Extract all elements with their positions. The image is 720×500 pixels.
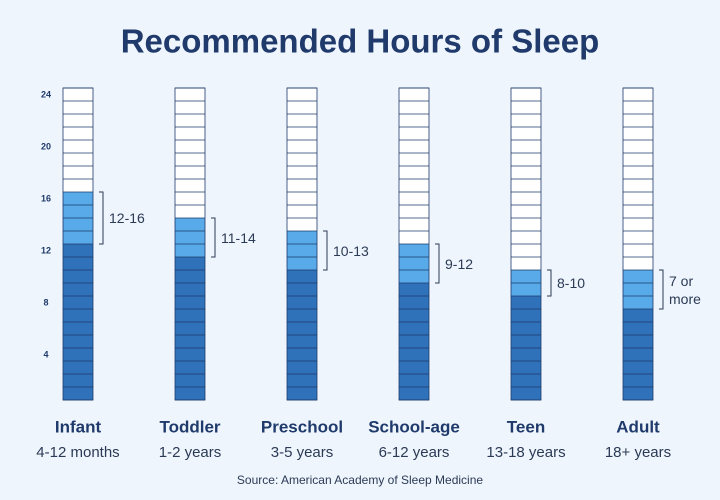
column-border bbox=[62, 87, 94, 401]
y-tick-label: 24 bbox=[41, 89, 51, 99]
bracket bbox=[211, 217, 216, 258]
range-label: 9-12 bbox=[445, 255, 474, 272]
category-sublabel: 3-5 years bbox=[271, 444, 334, 461]
bracket bbox=[435, 243, 440, 284]
category-label: Adult bbox=[616, 417, 660, 436]
category-sublabel: 6-12 years bbox=[379, 444, 450, 461]
bracket bbox=[659, 269, 664, 310]
bracket bbox=[323, 230, 328, 271]
range-bar bbox=[399, 244, 429, 283]
range-bar bbox=[287, 231, 317, 270]
range-label: 11-14 bbox=[221, 229, 256, 246]
column-border bbox=[510, 87, 542, 401]
bracket bbox=[547, 269, 552, 297]
category-label: School-age bbox=[368, 417, 460, 436]
source: Source: American Academy of Sleep Medici… bbox=[237, 473, 483, 487]
category-sublabel: 4-12 months bbox=[36, 444, 119, 461]
category-sublabel: 1-2 years bbox=[159, 444, 222, 461]
range-label: 7 or more bbox=[669, 272, 701, 307]
category-label: Infant bbox=[55, 417, 102, 436]
column-border bbox=[398, 87, 430, 401]
min-bar bbox=[175, 257, 205, 400]
column-border bbox=[286, 87, 318, 401]
y-tick-label: 8 bbox=[43, 297, 48, 307]
category-sublabel: 18+ years bbox=[605, 444, 671, 461]
range-label: 12-16 bbox=[109, 210, 145, 226]
column-border bbox=[622, 87, 654, 401]
chart-title: Recommended Hours of Sleep bbox=[121, 23, 600, 60]
y-tick-label: 16 bbox=[41, 193, 51, 203]
category-label: Preschool bbox=[261, 417, 343, 436]
category-sublabel: 13-18 years bbox=[486, 444, 565, 461]
category-label: Teen bbox=[507, 417, 545, 436]
range-label: 8-10 bbox=[557, 275, 586, 291]
y-tick-label: 12 bbox=[41, 245, 51, 255]
min-bar bbox=[399, 283, 429, 400]
bracket bbox=[99, 191, 104, 245]
range-bar bbox=[175, 218, 205, 257]
range-bar bbox=[623, 270, 653, 309]
column-border bbox=[174, 87, 206, 401]
category-label: Toddler bbox=[159, 417, 220, 436]
range-label: 10-13 bbox=[333, 242, 369, 259]
y-tick-label: 4 bbox=[43, 349, 48, 359]
y-tick-label: 20 bbox=[41, 141, 51, 151]
min-bar bbox=[623, 309, 653, 400]
